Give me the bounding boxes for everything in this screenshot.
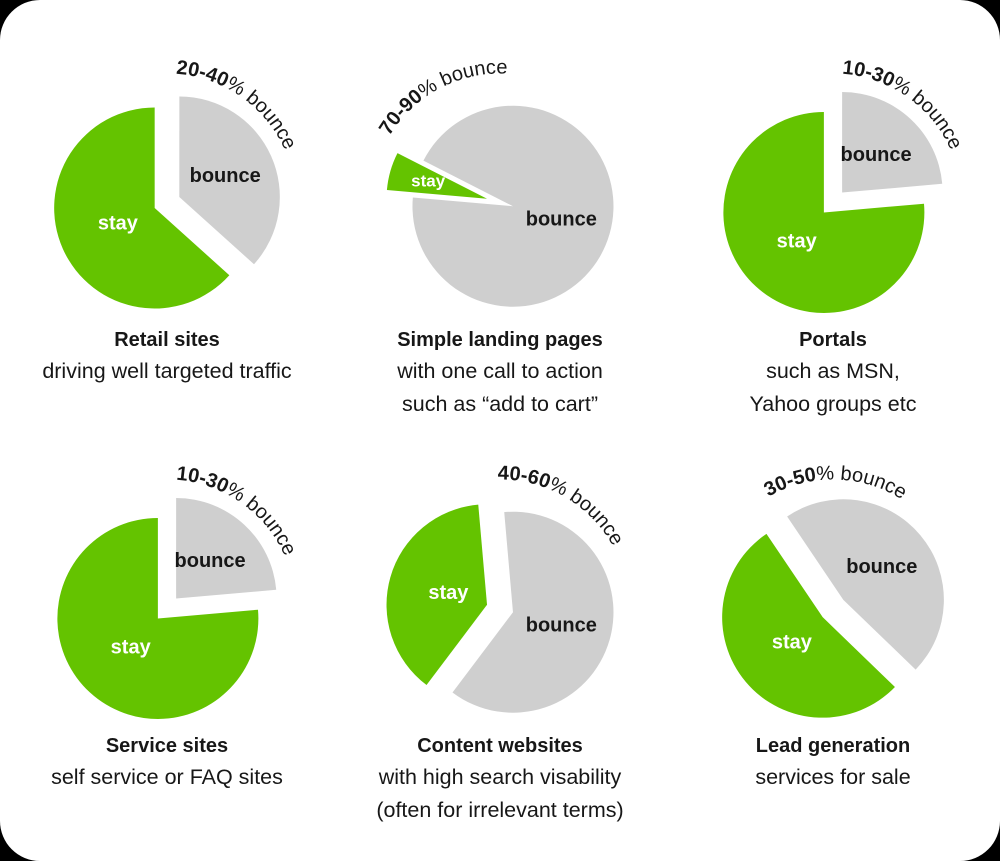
svg-text:30-50% bounce: 30-50% bounce bbox=[760, 463, 910, 504]
svg-text:bounce: bounce bbox=[175, 550, 246, 572]
svg-text:bounce: bounce bbox=[841, 144, 912, 166]
svg-text:stay: stay bbox=[428, 582, 469, 604]
svg-text:stay: stay bbox=[411, 171, 446, 190]
svg-text:bounce: bounce bbox=[526, 208, 597, 230]
svg-text:stay: stay bbox=[777, 230, 818, 252]
svg-text:bounce: bounce bbox=[846, 556, 917, 578]
svg-text:bounce: bounce bbox=[526, 614, 597, 636]
svg-text:stay: stay bbox=[98, 213, 139, 235]
svg-text:stay: stay bbox=[772, 631, 813, 653]
svg-text:stay: stay bbox=[111, 636, 152, 658]
svg-text:bounce: bounce bbox=[190, 165, 261, 187]
